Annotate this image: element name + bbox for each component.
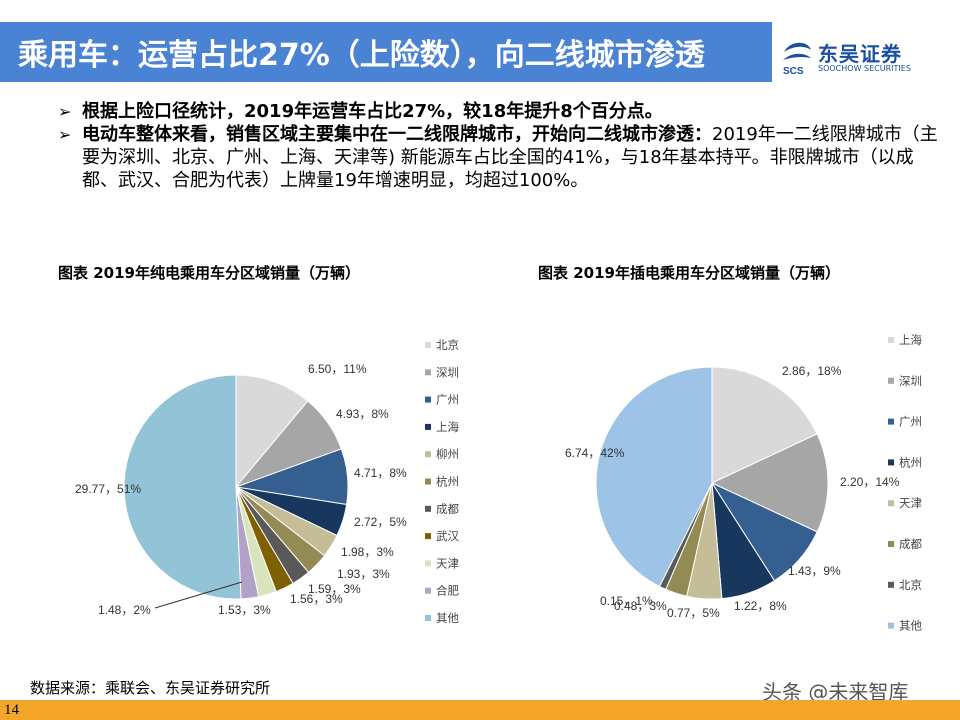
logo-mark-text: SCS (783, 66, 804, 76)
pie-slice-1-0 (711, 366, 818, 484)
legend-label-0-8: 天津 (436, 556, 459, 570)
logo-name-en: SOOCHOW SECURITIES (818, 64, 911, 73)
legend-label-1-4: 天津 (899, 496, 922, 510)
data-label-1-5: 0.48，3% (614, 599, 667, 613)
legend-swatch-0-5 (425, 478, 431, 485)
pie-slice-1-7 (595, 366, 713, 588)
data-label-0-9: 1.48，2% (98, 603, 151, 617)
legend-label-1-2: 广州 (899, 415, 922, 429)
legend-swatch-0-3 (425, 423, 431, 430)
data-label-0-2: 4.71，8% (354, 466, 407, 480)
legend-swatch-1-6 (888, 581, 894, 588)
data-label-1-4: 0.77，5% (667, 606, 720, 620)
data-label-1-1: 2.20，14% (840, 475, 900, 489)
legend-swatch-1-0 (888, 337, 894, 343)
legend-swatch-1-1 (888, 377, 894, 384)
legend-swatch-0-10 (425, 615, 431, 621)
legend-label-1-6: 北京 (899, 578, 922, 592)
legend-swatch-1-2 (888, 418, 894, 425)
company-logo: SCS 东吴证券 SOOCHOW SECURITIES (780, 36, 950, 80)
legend-swatch-1-4 (888, 500, 894, 507)
legend-label-0-0: 北京 (436, 338, 459, 352)
legend-label-1-3: 杭州 (899, 455, 922, 469)
legend-swatch-0-7 (425, 533, 431, 540)
data-label-0-1: 4.93，8% (336, 407, 389, 421)
legend-swatch-1-7 (888, 622, 894, 629)
legend-swatch-0-6 (425, 505, 431, 512)
pie-slice-0-10 (123, 374, 242, 600)
data-label-0-7: 1.56，3% (290, 592, 343, 606)
logo-swirl-icon: SCS (783, 42, 811, 76)
legend-label-0-10: 其他 (436, 611, 459, 625)
data-label-0-8: 1.53，3% (218, 603, 271, 617)
legend-swatch-0-4 (425, 451, 431, 458)
data-label-0-6: 1.59，3% (308, 582, 361, 596)
legend-label-0-1: 深圳 (436, 365, 459, 379)
data-label-0-0: 6.50，11% (308, 362, 367, 376)
legend-label-1-7: 其他 (899, 619, 922, 633)
data-source: 数据来源：乘联会、东吴证券研究所 (30, 679, 271, 697)
data-label-1-0: 2.86，18% (782, 364, 842, 378)
data-label-0-3: 2.72，5% (354, 515, 407, 529)
chart-title-phev: 图表 2019年插电乘用车分区域销量（万辆） (538, 264, 840, 282)
legend-swatch-0-9 (425, 587, 431, 594)
title-bar (0, 22, 772, 82)
data-label-1-7: 6.74，42% (565, 446, 625, 460)
bullet-bold-text: 电动车整体来看，销售区域主要集中在一二线限牌城市，开始向二线城市渗透： (82, 124, 712, 145)
bullet-list: ➢ 根据上险口径统计，2019年运营车占比27%，较18年提升8个百分点。 ➢ … (58, 100, 938, 192)
logo-name-cn: 东吴证券 (818, 42, 902, 66)
leader-line-0 (154, 581, 243, 609)
data-label-0-10: 29.77，51% (75, 482, 141, 496)
bullet-item: ➢ 电动车整体来看，销售区域主要集中在一二线限牌城市，开始向二线城市渗透：201… (58, 123, 938, 192)
data-label-1-2: 1.43，9% (788, 564, 841, 578)
legend-label-0-5: 杭州 (436, 475, 459, 489)
pie-slice-1-1 (710, 433, 829, 533)
page-title: 乘用车：运营占比27%（上险数），向二线城市渗透 (18, 38, 705, 73)
legend-swatch-0-8 (425, 560, 431, 567)
arrow-bullet-icon: ➢ (58, 102, 72, 121)
legend-label-0-2: 广州 (436, 393, 459, 407)
legend-swatch-0-2 (425, 396, 431, 403)
legend-swatch-0-1 (425, 369, 431, 376)
legend-swatch-1-5 (888, 541, 894, 547)
data-label-1-6: 0.15，1% (600, 594, 653, 608)
legend-label-1-0: 上海 (899, 333, 922, 347)
data-label-0-4: 1.98，3% (341, 545, 394, 559)
legend-label-0-3: 上海 (436, 420, 459, 434)
legend-label-0-9: 合肥 (436, 584, 459, 598)
legend-label-1-5: 成都 (899, 537, 922, 551)
legend-label-0-4: 柳州 (436, 447, 459, 461)
chart-title-bev: 图表 2019年纯电乘用车分区域销量（万辆） (58, 264, 360, 282)
legend-label-1-1: 深圳 (899, 374, 922, 388)
bullet-bold-text: 根据上险口径统计，2019年运营车占比27%，较18年提升8个百分点。 (82, 101, 663, 122)
bottom-bar (0, 700, 960, 720)
legend-swatch-1-3 (888, 459, 894, 466)
legend-label-0-6: 成都 (436, 502, 459, 516)
data-label-0-5: 1.93，3% (337, 567, 390, 581)
legend-swatch-0-0 (425, 342, 431, 348)
bullet-text: 2019年一二线限牌城市（主要为深圳、北京、广州、上海、天津等) 新能源车占比全… (82, 124, 938, 191)
legend-label-0-7: 武汉 (436, 529, 459, 543)
data-label-1-3: 1.22，8% (734, 599, 787, 613)
arrow-bullet-icon: ➢ (58, 125, 72, 144)
page-number: 14 (4, 702, 19, 718)
bullet-item: ➢ 根据上险口径统计，2019年运营车占比27%，较18年提升8个百分点。 (58, 100, 938, 123)
pie-slice-0-0 (235, 374, 309, 489)
